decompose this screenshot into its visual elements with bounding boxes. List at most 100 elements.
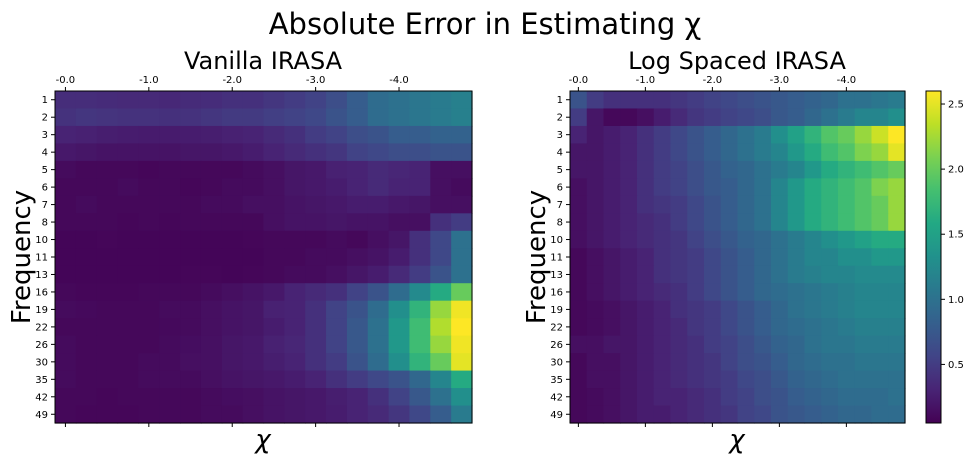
heatmap-cell xyxy=(787,388,806,407)
heatmap-cells xyxy=(55,91,473,424)
heatmap-cell xyxy=(242,195,265,214)
heatmap-cell xyxy=(787,195,806,214)
heatmap-cell xyxy=(804,125,822,145)
heatmap-cell xyxy=(854,335,873,354)
heatmap-cell xyxy=(346,335,369,354)
heatmap-cell xyxy=(451,335,473,354)
heatmap-cell xyxy=(570,213,588,232)
heatmap-cell xyxy=(771,248,789,267)
heatmap-cell xyxy=(242,248,265,267)
y-tick-label: 5 xyxy=(42,165,48,176)
heatmap-cell xyxy=(55,265,77,284)
heatmap-cell xyxy=(430,405,452,424)
heatmap-cell xyxy=(888,388,906,407)
heatmap-cell xyxy=(180,283,202,302)
y-tick-label: 11 xyxy=(35,253,48,264)
heatmap-cell xyxy=(653,388,672,407)
heatmap-cell xyxy=(242,125,265,145)
heatmap-cell xyxy=(771,213,789,232)
heatmap-cell xyxy=(409,230,431,249)
heatmap-cell xyxy=(409,335,431,354)
heatmap-cell xyxy=(720,178,739,197)
heatmap-cell xyxy=(326,300,348,319)
heatmap-cell xyxy=(804,178,822,197)
heatmap-cell xyxy=(704,143,722,162)
x-tick-label: -1.0 xyxy=(636,75,656,86)
heatmap-cell xyxy=(326,370,348,389)
heatmap-cell xyxy=(221,318,244,337)
heatmap-cell xyxy=(653,108,672,127)
heatmap-cell xyxy=(871,388,889,407)
x-tick-label: -3.0 xyxy=(770,75,790,86)
heatmap-cell xyxy=(720,213,739,232)
heatmap-cell xyxy=(55,230,77,249)
heatmap-cell xyxy=(637,108,655,127)
heatmap-cell xyxy=(704,160,722,179)
heatmap-cell xyxy=(637,318,655,337)
heatmap-cell xyxy=(55,300,77,319)
heatmap-cell xyxy=(720,143,739,162)
heatmap-cell xyxy=(737,300,755,319)
y-tick-label: 19 xyxy=(35,305,48,316)
heatmap-cell xyxy=(838,230,856,249)
y-tick-label: 35 xyxy=(35,375,48,386)
heatmap-cell xyxy=(670,405,688,424)
heatmap-cell xyxy=(854,405,873,424)
heatmap-cell xyxy=(854,283,873,302)
x-tick-label: -0.0 xyxy=(569,75,589,86)
heatmap-cell xyxy=(637,178,655,197)
heatmap-cell xyxy=(55,318,77,337)
heatmap-cell xyxy=(787,318,806,337)
heatmap-cell xyxy=(637,230,655,249)
heatmap-cell xyxy=(55,335,77,354)
heatmap-cell xyxy=(737,213,755,232)
heatmap-cell xyxy=(221,248,244,267)
heatmap-cell xyxy=(200,178,223,197)
heatmap-cell xyxy=(367,178,390,197)
heatmap-cell xyxy=(637,335,655,354)
heatmap-cell xyxy=(603,265,621,284)
y-tick-label: 35 xyxy=(550,375,563,386)
heatmap-cell xyxy=(670,91,688,110)
heatmap-cell xyxy=(603,283,621,302)
y-tick-label: 13 xyxy=(550,270,563,281)
heatmap-cell xyxy=(326,353,348,372)
heatmap-cell xyxy=(871,335,889,354)
heatmap-cell xyxy=(388,370,411,389)
heatmap-cell xyxy=(637,248,655,267)
heatmap-cell xyxy=(55,388,77,407)
heatmap-cell xyxy=(704,335,722,354)
heatmap-cell xyxy=(326,335,348,354)
heatmap-cell xyxy=(409,178,431,197)
heatmap-cell xyxy=(180,335,202,354)
heatmap-cell xyxy=(55,353,77,372)
heatmap-cell xyxy=(200,318,223,337)
heatmap-cell xyxy=(821,388,839,407)
heatmap-cell xyxy=(804,318,822,337)
heatmap-cell xyxy=(620,143,638,162)
heatmap-cell xyxy=(620,283,638,302)
heatmap-cell xyxy=(430,143,452,162)
heatmap-cell xyxy=(586,160,605,179)
heatmap-cell xyxy=(430,318,452,337)
heatmap-cell xyxy=(305,160,327,179)
heatmap-cell xyxy=(854,160,873,179)
heatmap-cell xyxy=(346,230,369,249)
heatmap-cell xyxy=(704,213,722,232)
heatmap-cell xyxy=(720,318,739,337)
heatmap-cell xyxy=(284,230,306,249)
heatmap-cell xyxy=(821,143,839,162)
heatmap-cell xyxy=(242,143,265,162)
heatmap-cell xyxy=(704,300,722,319)
heatmap-cell xyxy=(96,213,119,232)
heatmap-cell xyxy=(737,143,755,162)
heatmap-cell xyxy=(720,108,739,127)
heatmap-cell xyxy=(603,143,621,162)
heatmap-cell xyxy=(75,91,98,110)
heatmap-cell xyxy=(388,125,411,145)
heatmap-cell xyxy=(771,265,789,284)
heatmap-cell xyxy=(409,283,431,302)
heatmap-cell xyxy=(221,108,244,127)
heatmap-cell xyxy=(284,91,306,110)
heatmap-cell xyxy=(326,265,348,284)
